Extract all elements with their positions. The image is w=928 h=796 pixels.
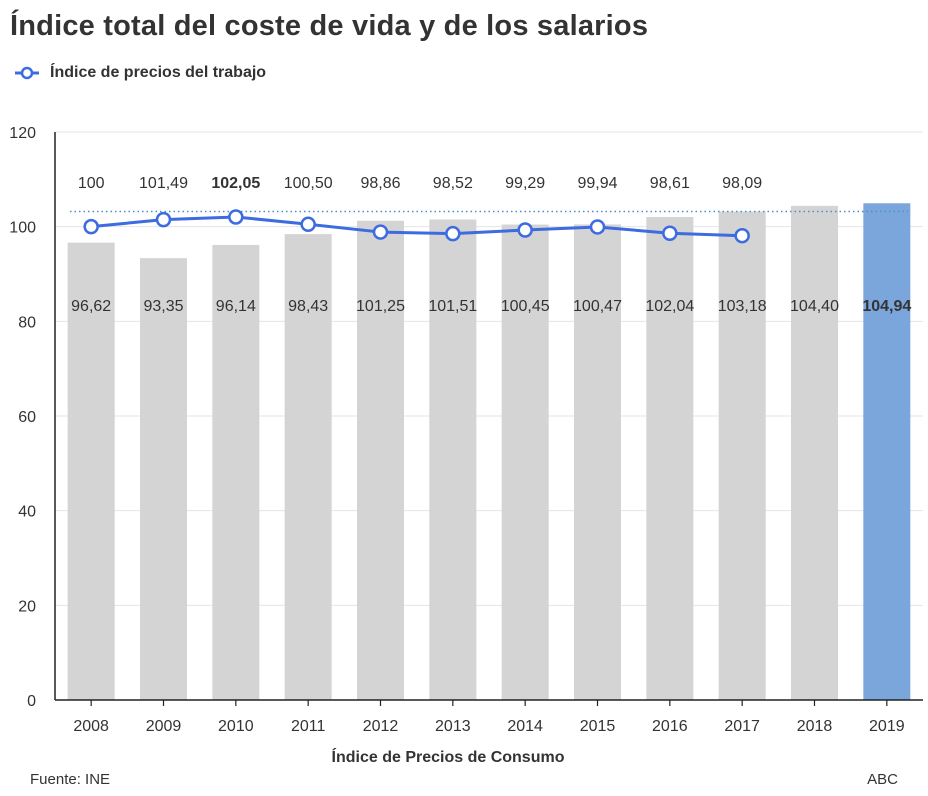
chart-title: Índice total del coste de vida y de los … — [10, 10, 649, 42]
line-point — [662, 225, 678, 241]
x-axis-label: Índice de Precios de Consumo — [331, 749, 565, 766]
line-value-label: 98,61 — [650, 175, 690, 192]
bar — [212, 244, 260, 701]
y-tick-label: 20 — [18, 598, 36, 615]
x-tick-label: 2014 — [507, 718, 543, 735]
bar-value-label: 100,47 — [573, 298, 622, 315]
line-value-label: 98,52 — [433, 175, 473, 192]
bar — [501, 224, 549, 700]
bar-value-label: 101,25 — [356, 298, 405, 315]
y-tick-label: 0 — [27, 693, 36, 710]
x-tick-label: 2013 — [435, 718, 471, 735]
bar — [429, 219, 477, 700]
source-note: Fuente: INE — [30, 771, 111, 788]
line-point — [734, 227, 750, 244]
y-tick-label: 100 — [9, 220, 36, 237]
legend-line-marker-icon — [15, 66, 39, 80]
x-tick-label: 2010 — [218, 718, 254, 735]
line-value-label: 102,05 — [211, 175, 260, 192]
line-value-label: 100 — [78, 175, 105, 192]
line-value-label: 100,50 — [284, 175, 333, 192]
y-tick-label: 60 — [18, 409, 36, 426]
bar-value-label: 103,18 — [718, 298, 767, 315]
x-tick-label: 2017 — [724, 718, 760, 735]
bar-value-label: 101,51 — [428, 298, 477, 315]
credit-note: ABC — [867, 771, 898, 788]
bar — [357, 220, 404, 700]
y-tick-label: 80 — [18, 314, 36, 331]
bar-value-label: 104,94 — [862, 298, 911, 315]
bar — [646, 217, 694, 700]
line-point — [83, 218, 99, 235]
bar — [718, 211, 766, 700]
bar — [67, 242, 115, 700]
x-tick-label: 2016 — [652, 718, 688, 735]
x-tick-label: 2012 — [363, 718, 399, 735]
bar — [574, 224, 621, 700]
line-value-label: 98,86 — [360, 175, 400, 192]
bar — [140, 258, 187, 700]
legend: Índice de precios del trabajo — [14, 64, 266, 82]
bar-value-label: 98,43 — [288, 298, 328, 315]
legend-label: Índice de precios del trabajo — [50, 64, 267, 81]
bar-value-label: 96,62 — [71, 298, 111, 315]
x-tick-label: 2009 — [146, 718, 182, 735]
line-value-label: 99,29 — [505, 175, 545, 192]
x-tick-label: 2011 — [291, 718, 326, 735]
line-value-label: 101,49 — [139, 175, 188, 192]
line-value-label: 98,09 — [722, 175, 762, 192]
line-series — [91, 215, 743, 238]
y-tick-label: 120 — [9, 125, 36, 142]
bar-value-label: 96,14 — [216, 298, 256, 315]
line-point — [300, 216, 316, 233]
x-tick-label: 2008 — [73, 718, 109, 735]
line-point — [589, 219, 606, 235]
bar-value-label: 100,45 — [501, 298, 550, 315]
line-point — [372, 224, 389, 240]
bar-value-label: 102,04 — [645, 298, 694, 315]
bar-value-label: 93,35 — [143, 298, 183, 315]
line-point — [517, 222, 533, 238]
line-value-label: 99,94 — [577, 175, 617, 192]
bar — [284, 234, 332, 700]
line-point — [228, 209, 244, 225]
line-point — [155, 211, 172, 228]
x-tick-label: 2019 — [869, 718, 905, 735]
y-tick-label: 40 — [18, 504, 36, 521]
x-tick-label: 2015 — [580, 718, 616, 735]
bar — [791, 205, 838, 700]
x-tick-label: 2018 — [797, 718, 833, 735]
bar — [863, 203, 911, 700]
bar-value-label: 104,40 — [790, 298, 839, 315]
line-point — [445, 225, 461, 242]
